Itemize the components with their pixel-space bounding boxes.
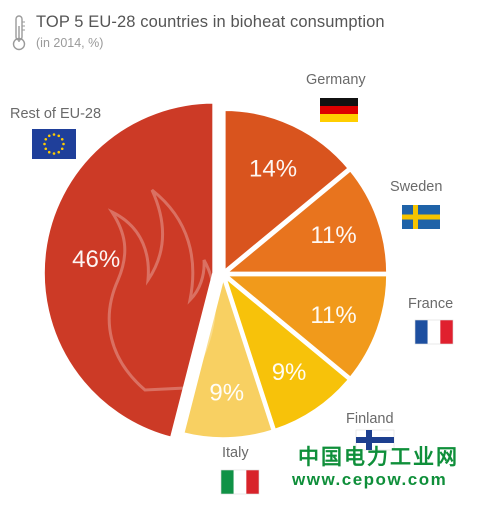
pie-slice-italy [180, 269, 276, 441]
flag-sweden-icon [402, 205, 440, 229]
value-label-italy: 9% [209, 379, 244, 406]
value-label-germany: 14% [249, 156, 297, 183]
flag-france-icon [414, 319, 454, 345]
label-germany: Germany [306, 72, 366, 88]
chart-title: TOP 5 EU-28 countries in bioheat consump… [36, 13, 385, 31]
flame-watermark-icon [107, 188, 217, 392]
pie-slice-france [220, 272, 390, 382]
pie-slice-germany [222, 107, 352, 276]
label-france: France [408, 296, 454, 312]
watermark-chinese: 中国电力工业网 [298, 446, 459, 469]
watermark-url: www.cepow.com [292, 470, 448, 489]
pie-slice-finland [220, 270, 353, 433]
label-italy: Italy [222, 445, 249, 461]
flag-finland-icon [355, 429, 395, 451]
flag-eu-icon [32, 129, 76, 159]
label-sweden: Sweden [390, 179, 443, 195]
chart-subtitle: (in 2014, %) [36, 36, 104, 50]
pie-slice-rest-of-eu-28 [41, 100, 216, 441]
value-label-finland: 9% [272, 359, 307, 386]
label-finland: Finland [346, 411, 394, 427]
value-label-rest-of-eu-28: 46% [72, 246, 120, 273]
value-label-sweden: 11% [310, 222, 356, 249]
flag-italy-icon [220, 469, 260, 495]
label-rest-of-eu: Rest of EU-28 [10, 106, 102, 122]
flag-germany-icon [320, 98, 358, 122]
thermometer-icon [12, 15, 26, 51]
pie-slice-sweden [220, 166, 390, 276]
value-label-france: 11% [310, 302, 356, 329]
